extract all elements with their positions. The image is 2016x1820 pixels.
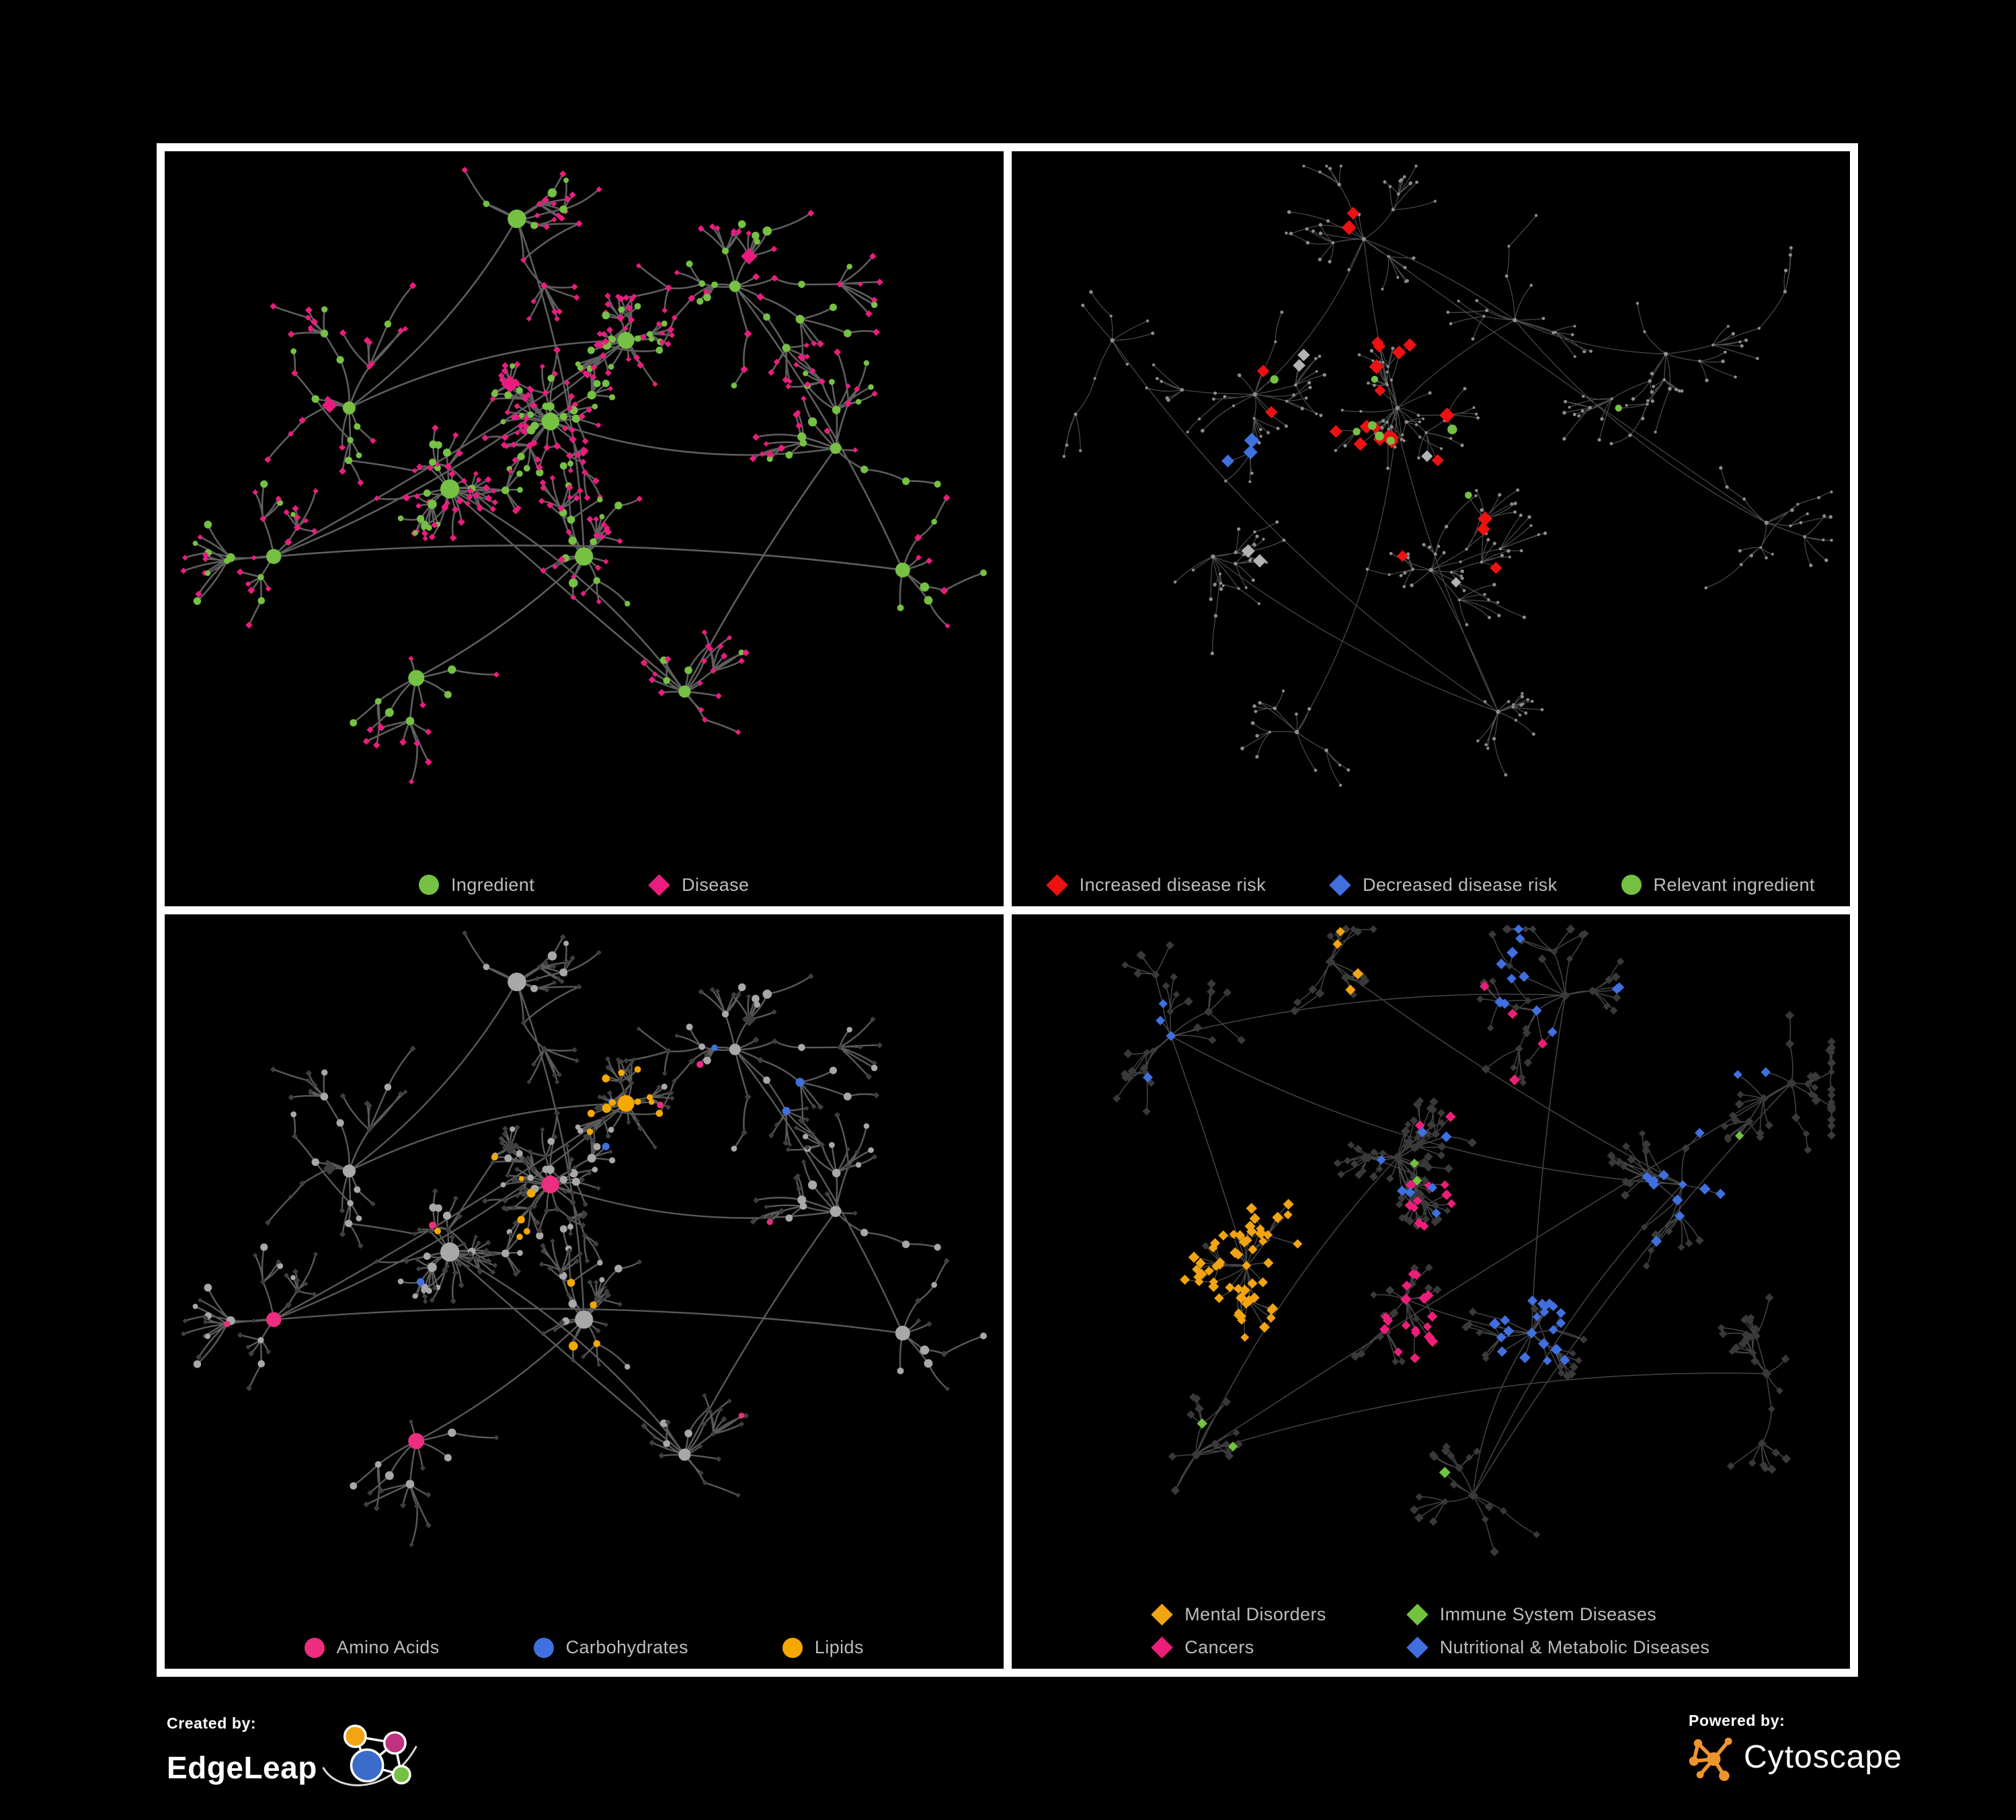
legend-item-mental-disorders: Mental Disorders	[1151, 1604, 1326, 1626]
legend-item-relevant-ingredient: Relevant ingredient	[1621, 875, 1815, 896]
legend-item-cancers: Cancers	[1151, 1636, 1254, 1659]
disease-risk-network-graph	[1062, 164, 1833, 787]
legend-swatch-circle-icon	[1621, 875, 1642, 895]
legend-item-ingredient: Ingredient	[419, 875, 534, 896]
edgeleap-logo-icon	[322, 1725, 417, 1786]
legend-item-decreased-disease-risk: Decreased disease risk	[1329, 873, 1558, 896]
created-by-label: Created by:	[167, 1714, 257, 1732]
legend-swatch-diamond-icon	[1406, 1636, 1428, 1659]
edgeleap-credit: Created by: EdgeLeap	[167, 1714, 421, 1798]
panel-macronutrients: Amino Acids Carbohydrates Lipids	[165, 914, 1004, 1669]
legend-label: Immune System Diseases	[1439, 1604, 1657, 1624]
ingredient-disease-legend: Ingredient Disease	[165, 873, 1004, 896]
legend-label: Lipids	[814, 1637, 864, 1657]
macronutrients-legend: Amino Acids Carbohydrates Lipids	[165, 1637, 1004, 1658]
legend-swatch-diamond-icon	[1329, 873, 1351, 896]
disease-classes-legend: Mental Disorders Cancers Immune System Dis…	[1012, 1604, 1851, 1659]
legend-label: Ingredient	[451, 874, 535, 895]
legend-label: Increased disease risk	[1079, 874, 1266, 895]
legend-item-nutritional-metabolic-diseases: Nutritional & Metabolic Diseases	[1406, 1636, 1710, 1659]
panel-ingredient-disease: Ingredient Disease	[165, 151, 1004, 906]
cytoscape-credit: Powered by: Cytoscape	[1689, 1712, 1902, 1781]
disease-classes-network-graph	[1112, 924, 1836, 1556]
legend-item-amino-acids: Amino Acids	[304, 1637, 440, 1658]
ingredient-disease-network-graph	[180, 166, 987, 785]
legend-swatch-diamond-icon	[1151, 1636, 1174, 1659]
legend-swatch-circle-icon	[419, 875, 440, 895]
cytoscape-logo-icon	[1689, 1737, 1732, 1781]
legend-item-immune-system-diseases: Immune System Diseases	[1406, 1604, 1657, 1626]
legend-label: Cancers	[1184, 1637, 1254, 1657]
legend-label: Amino Acids	[336, 1637, 440, 1657]
legend-label: Relevant ingredient	[1653, 874, 1815, 895]
legend-item-disease: Disease	[648, 873, 750, 896]
legend-swatch-diamond-icon	[648, 873, 670, 896]
panel-disease-risk: Increased disease risk Decreased disease …	[1011, 151, 1851, 906]
legend-swatch-circle-icon	[533, 1637, 554, 1658]
legend-swatch-circle-icon	[304, 1637, 325, 1658]
legend-swatch-diamond-icon	[1406, 1604, 1428, 1626]
legend-label: Disease	[682, 874, 750, 895]
edgeleap-wordmark: EdgeLeap	[167, 1750, 317, 1785]
disease-risk-legend: Increased disease risk Decreased disease …	[1012, 873, 1851, 896]
legend-swatch-diamond-icon	[1045, 873, 1068, 896]
legend-label: Nutritional & Metabolic Diseases	[1439, 1637, 1710, 1657]
panel-disease-classes: Mental Disorders Cancers Immune System Dis…	[1011, 914, 1851, 1669]
legend-item-increased-disease-risk: Increased disease risk	[1045, 873, 1266, 896]
macronutrients-network-graph	[181, 930, 987, 1547]
legend-label: Carbohydrates	[565, 1637, 688, 1657]
panel-grid: Ingredient Disease Increased disease risk…	[157, 143, 1858, 1677]
cytoscape-wordmark: Cytoscape	[1744, 1739, 1902, 1775]
legend-label: Mental Disorders	[1184, 1604, 1326, 1624]
legend-swatch-diamond-icon	[1151, 1604, 1174, 1626]
legend-item-carbohydrates: Carbohydrates	[533, 1637, 688, 1658]
legend-swatch-circle-icon	[782, 1637, 803, 1658]
legend-label: Decreased disease risk	[1363, 874, 1558, 895]
legend-item-lipids: Lipids	[782, 1637, 864, 1658]
powered-by-label: Powered by:	[1689, 1712, 1785, 1729]
